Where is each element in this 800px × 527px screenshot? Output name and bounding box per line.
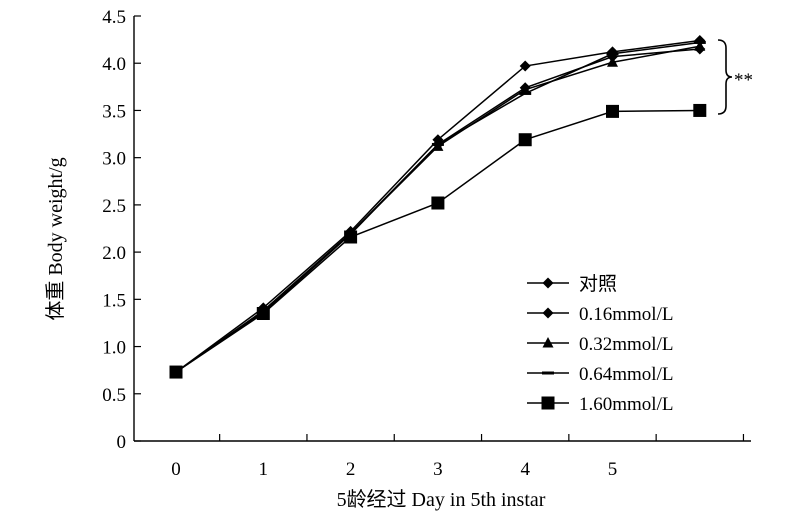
y-axis-title: 体重 Body weight/g	[44, 157, 67, 320]
legend-item: 1.60mmol/L	[527, 394, 673, 415]
y-tick-label: 3.0	[102, 149, 126, 170]
y-tick-label: 4.0	[102, 54, 126, 75]
y-tick-label: 0.5	[102, 385, 126, 406]
x-tick-label: 0	[171, 459, 181, 480]
x-axis-title: 5龄经过 Day in 5th instar	[337, 488, 546, 511]
series-4	[169, 103, 707, 379]
significance-label: **	[734, 70, 753, 91]
legend-label: 对照	[579, 273, 617, 295]
legend-label: 0.64mmol/L	[579, 364, 673, 385]
data-point	[169, 365, 183, 379]
legend-item: 对照	[527, 273, 617, 295]
x-tick-label: 4	[520, 459, 530, 480]
legend-label: 0.32mmol/L	[579, 334, 673, 355]
significance-bracket: **	[717, 39, 753, 115]
y-tick-label: 1.5	[102, 290, 126, 311]
legend-item: 0.64mmol/L	[527, 364, 673, 385]
data-point	[518, 133, 532, 147]
data-point	[431, 142, 444, 146]
data-point	[607, 56, 618, 67]
data-point	[606, 52, 619, 56]
data-point	[519, 91, 532, 95]
legend-item: 0.32mmol/L	[527, 334, 673, 355]
legend-label: 1.60mmol/L	[579, 394, 673, 415]
bracket-shape	[717, 39, 733, 115]
legend-marker	[542, 277, 554, 289]
y-tick-label: 4.5	[102, 7, 126, 28]
data-point	[694, 40, 706, 51]
data-point	[256, 307, 270, 320]
y-tick-label: 2.0	[102, 243, 126, 264]
x-tick-label: 2	[346, 459, 356, 480]
data-point	[344, 230, 358, 244]
legend-marker	[542, 337, 554, 348]
data-point	[606, 104, 619, 118]
axes: 0 0.5 1.0 1.5 2.0 2.5 3.0 3.5 4.0 4.5 0 1 2 3 4 5	[102, 7, 751, 480]
legend-item: 0.16mmol/L	[527, 304, 673, 325]
data-point	[519, 60, 531, 72]
x-tick-label: 5	[608, 459, 618, 480]
data-point	[693, 103, 707, 117]
y-tick-label: 2.5	[102, 196, 126, 217]
y-tick-label: 0	[117, 432, 127, 453]
data-point	[693, 40, 706, 44]
legend-marker	[542, 307, 554, 319]
y-tick-label: 1.0	[102, 338, 126, 359]
x-tick-label: 1	[259, 459, 269, 480]
legend-label: 0.16mmol/L	[579, 304, 673, 325]
legend: 对照 0.16mmol/L 0.32mmol/L 0.64mmol/L 1.60mmol…	[527, 273, 673, 415]
y-tick-label: 3.5	[102, 101, 126, 122]
legend-marker	[542, 371, 554, 375]
x-tick-label: 3	[433, 459, 443, 480]
legend-marker	[541, 396, 555, 410]
data-point	[431, 196, 445, 210]
series-1	[170, 43, 706, 378]
series-layer	[169, 35, 707, 379]
